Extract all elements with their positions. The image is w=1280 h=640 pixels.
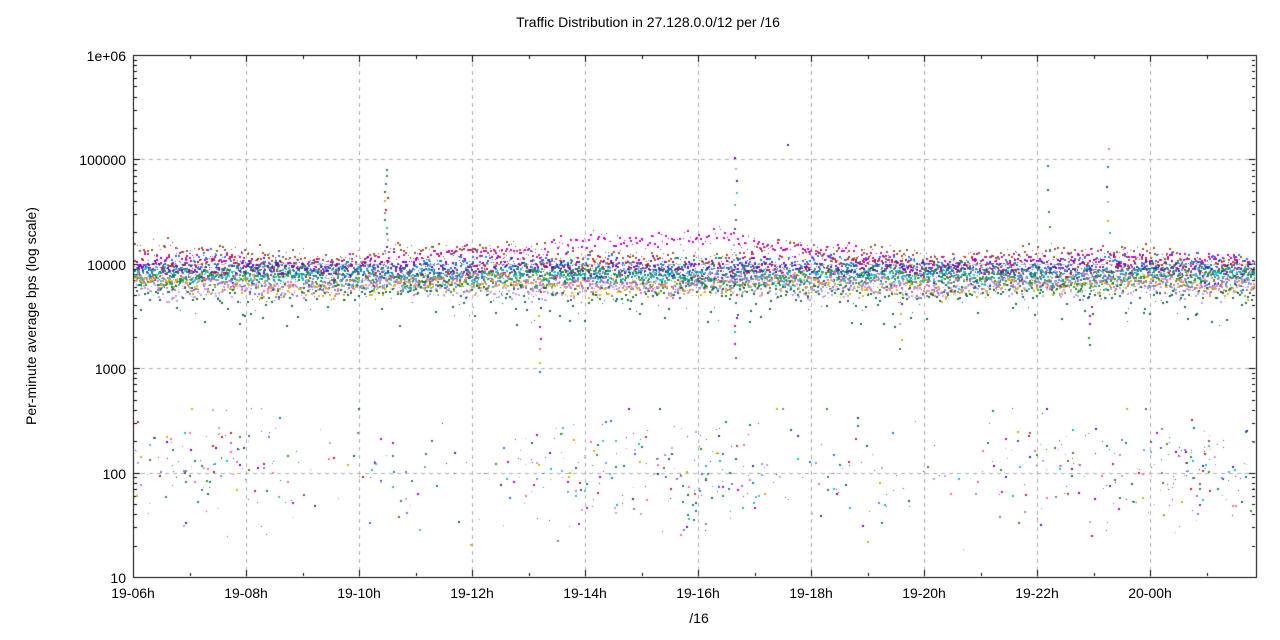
chart-title: Traffic Distribution in 27.128.0.0/12 pe… [516,14,780,30]
y-tick-label: 1000 [94,361,126,377]
x-tick-label: 19-20h [902,585,946,601]
y-tick-label: 10000 [87,257,126,273]
x-tick-label: 19-22h [1015,585,1059,601]
x-tick-label: 19-16h [676,585,720,601]
x-tick-label: 19-06h [111,585,155,601]
x-tick-label: 19-10h [337,585,381,601]
x-tick-label: 19-18h [789,585,833,601]
y-tick-label: 100 [102,466,126,482]
x-tick-label: 19-08h [224,585,268,601]
x-tick-label: 19-12h [450,585,494,601]
y-tick-label: 1e+06 [86,48,126,64]
y-tick-label: 100000 [79,152,126,168]
y-axis-label: Per-minute average bps (log scale) [23,207,39,425]
y-tick-label: 10 [110,570,126,586]
x-tick-label: 19-14h [563,585,607,601]
x-axis-label: /16 [689,610,709,626]
x-tick-label: 20-00h [1128,585,1172,601]
